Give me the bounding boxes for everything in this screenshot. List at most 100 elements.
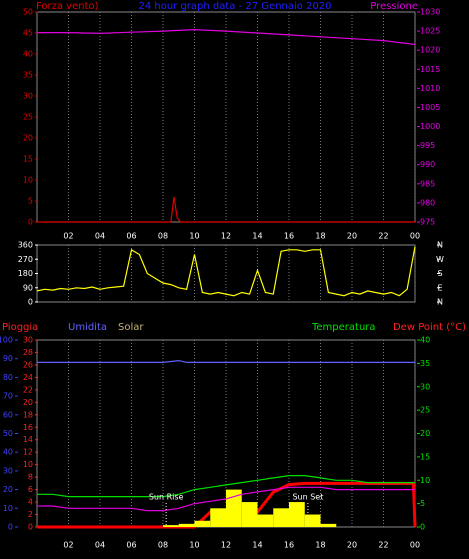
- x-tick-label: 12: [221, 232, 231, 241]
- y-axis-label: Forza vento): [36, 1, 99, 12]
- y-tick-label: 0: [28, 218, 33, 227]
- solar-bar: [241, 502, 258, 527]
- y-tick-label: 0: [28, 523, 33, 532]
- series-line: [37, 475, 415, 498]
- x-tick-label: 14: [252, 232, 262, 241]
- x-tick-label: 08: [158, 541, 168, 550]
- y-tick-label: 28: [23, 348, 33, 357]
- y-tick-label: 990: [420, 160, 435, 169]
- y-tick-label: 24: [23, 373, 33, 382]
- y-tick-label: 10: [23, 460, 33, 469]
- y-tick-label: 0: [28, 298, 33, 307]
- solar-bar: [304, 514, 321, 527]
- x-tick-label: 16: [284, 232, 294, 241]
- y-tick-label: 2: [28, 510, 33, 519]
- x-tick-label: 02: [63, 541, 73, 550]
- y-tick-label: 26: [23, 360, 33, 369]
- solar-bar: [226, 489, 242, 527]
- solar-bar: [194, 520, 211, 527]
- y-tick-label: 40: [23, 50, 33, 59]
- y-tick-label: 25: [23, 113, 33, 122]
- solar-bar: [289, 502, 305, 527]
- series-line: [37, 359, 415, 363]
- x-tick-label: 00: [410, 232, 420, 241]
- y-tick-label: S: [437, 269, 442, 278]
- y-tick-label: 15: [420, 452, 430, 461]
- x-tick-label: 14: [252, 541, 262, 550]
- y-tick-label: 14: [23, 435, 33, 444]
- y-tick-label: 360: [18, 241, 33, 250]
- x-tick-label: 22: [378, 232, 388, 241]
- y-tick-label: 30: [3, 466, 13, 475]
- x-tick-label: 10: [189, 232, 199, 241]
- y-tick-label: 995: [420, 141, 435, 150]
- y-tick-label: 1005: [420, 103, 440, 112]
- y-tick-label: 10: [420, 476, 430, 485]
- y-tick-label: 22: [23, 385, 33, 394]
- x-tick-label: 04: [95, 541, 105, 550]
- y-tick-label: 1025: [420, 27, 440, 36]
- y2-axis-label: Pressione: [370, 1, 418, 12]
- y-tick-label: 50: [3, 429, 13, 438]
- x-tick-label: 20: [347, 232, 357, 241]
- legend-label: Umidita: [68, 322, 107, 333]
- y-tick-label: 12: [23, 448, 33, 457]
- y-tick-label: 10: [3, 504, 13, 513]
- y-tick-label: 20: [23, 398, 33, 407]
- solar-bar: [178, 523, 195, 527]
- annotation: Sun Rise: [149, 493, 184, 502]
- y-tick-label: 25: [420, 406, 430, 415]
- solar-bar: [210, 508, 226, 527]
- x-tick-label: 00: [410, 541, 420, 550]
- y-tick-label: 16: [23, 423, 33, 432]
- y-tick-label: 60: [3, 410, 13, 419]
- annotation: Sun Set: [292, 493, 323, 502]
- y-tick-label: 1020: [420, 46, 440, 55]
- chart-title: 24 hour graph data - 27 Gennaio 2020: [138, 1, 331, 12]
- x-tick-label: 18: [315, 541, 325, 550]
- y-tick-label: 4: [28, 498, 33, 507]
- y-tick-label: 50: [23, 8, 33, 17]
- y-tick-label: 1000: [420, 122, 440, 131]
- y-tick-label: 20: [23, 134, 33, 143]
- series-line: [37, 486, 415, 512]
- y-tick-label: 80: [3, 373, 13, 382]
- y-tick-label: 100: [0, 336, 13, 345]
- y-tick-label: 0: [8, 523, 13, 532]
- solar-bar: [320, 523, 337, 527]
- series-line: [37, 28, 416, 46]
- y-tick-label: 15: [23, 155, 33, 164]
- y-tick-label: 270: [18, 255, 33, 264]
- y-tick-label: 30: [420, 382, 430, 391]
- y-tick-label: 30: [23, 92, 33, 101]
- y-tick-label: N: [437, 241, 443, 250]
- x-tick-label: 10: [189, 541, 199, 550]
- x-tick-label: 06: [126, 541, 136, 550]
- y-tick-label: 90: [3, 354, 13, 363]
- x-tick-label: 04: [95, 232, 105, 241]
- x-tick-label: 08: [158, 232, 168, 241]
- y-tick-label: 1030: [420, 8, 440, 17]
- y-tick-label: 30: [23, 336, 33, 345]
- y-tick-label: 6: [28, 485, 33, 494]
- y-tick-label: 985: [420, 179, 435, 188]
- x-tick-label: 06: [126, 232, 136, 241]
- y-tick-label: 10: [23, 176, 33, 185]
- series-line: [37, 196, 415, 223]
- solar-bar: [257, 514, 274, 527]
- y-tick-label: 1015: [420, 65, 440, 74]
- y-tick-label: 975: [420, 218, 435, 227]
- y-tick-label: 980: [420, 198, 435, 207]
- y-tick-label: 5: [28, 197, 33, 206]
- y-tick-label: 18: [23, 410, 33, 419]
- solar-bar: [273, 508, 289, 527]
- y-tick-label: 40: [3, 448, 13, 457]
- y-tick-label: 20: [420, 429, 430, 438]
- x-tick-label: 22: [378, 541, 388, 550]
- y-tick-label: 35: [23, 71, 33, 80]
- y-tick-label: 45: [23, 29, 33, 38]
- y-tick-label: 1010: [420, 84, 440, 93]
- series-line: [36, 246, 416, 297]
- y-tick-label: 90: [23, 283, 33, 292]
- x-tick-label: 02: [63, 232, 73, 241]
